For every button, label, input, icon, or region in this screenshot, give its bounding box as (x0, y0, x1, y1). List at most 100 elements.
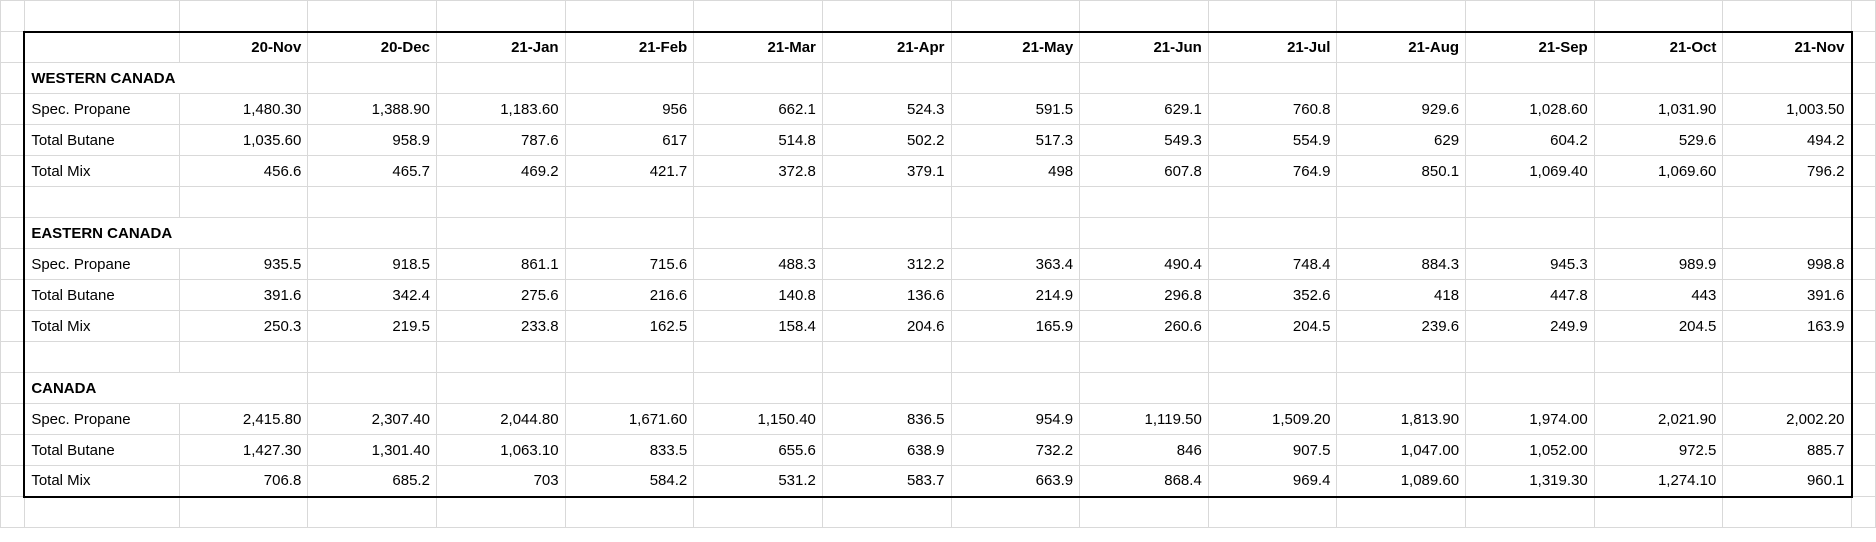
data-cell: 158.4 (694, 311, 823, 342)
col-header: 20-Nov (179, 32, 308, 63)
row-label: Spec. Propane (24, 404, 179, 435)
data-cell: 502.2 (822, 125, 951, 156)
data-cell: 715.6 (565, 249, 694, 280)
data-cell: 162.5 (565, 311, 694, 342)
data-cell: 861.1 (436, 249, 565, 280)
data-cell: 868.4 (1080, 466, 1209, 497)
col-header: 20-Dec (308, 32, 437, 63)
row-label: Spec. Propane (24, 94, 179, 125)
data-cell: 958.9 (308, 125, 437, 156)
data-cell: 764.9 (1208, 156, 1337, 187)
data-cell: 250.3 (179, 311, 308, 342)
data-cell: 1,301.40 (308, 435, 437, 466)
col-header: 21-Apr (822, 32, 951, 63)
row-label: Total Mix (24, 466, 179, 497)
header-row: 20-Nov20-Dec21-Jan21-Feb21-Mar21-Apr21-M… (1, 32, 1876, 63)
data-cell: 836.5 (822, 404, 951, 435)
table-row: Total Mix250.3219.5233.8162.5158.4204.61… (1, 311, 1876, 342)
data-cell: 1,183.60 (436, 94, 565, 125)
data-cell: 760.8 (1208, 94, 1337, 125)
data-cell: 1,028.60 (1466, 94, 1595, 125)
data-cell: 732.2 (951, 435, 1080, 466)
data-cell: 391.6 (179, 280, 308, 311)
data-cell: 418 (1337, 280, 1466, 311)
data-cell: 954.9 (951, 404, 1080, 435)
data-cell: 140.8 (694, 280, 823, 311)
col-header: 21-Jun (1080, 32, 1209, 63)
data-cell: 163.9 (1723, 311, 1852, 342)
data-cell: 517.3 (951, 125, 1080, 156)
data-cell: 2,415.80 (179, 404, 308, 435)
data-cell: 1,089.60 (1337, 466, 1466, 497)
data-cell: 833.5 (565, 435, 694, 466)
data-cell: 529.6 (1594, 125, 1723, 156)
data-cell: 617 (565, 125, 694, 156)
data-cell: 342.4 (308, 280, 437, 311)
data-cell: 884.3 (1337, 249, 1466, 280)
section-title: CANADA (24, 373, 308, 404)
table-row: Total Butane1,427.301,301.401,063.10833.… (1, 435, 1876, 466)
data-cell: 703 (436, 466, 565, 497)
data-cell: 391.6 (1723, 280, 1852, 311)
col-header: 21-Sep (1466, 32, 1595, 63)
data-cell: 960.1 (1723, 466, 1852, 497)
data-cell: 447.8 (1466, 280, 1595, 311)
table-row: Total Butane1,035.60958.9787.6617514.850… (1, 125, 1876, 156)
data-cell: 363.4 (951, 249, 1080, 280)
col-header: 21-Feb (565, 32, 694, 63)
data-cell: 421.7 (565, 156, 694, 187)
data-cell: 214.9 (951, 280, 1080, 311)
data-cell: 998.8 (1723, 249, 1852, 280)
data-cell: 524.3 (822, 94, 951, 125)
data-cell: 607.8 (1080, 156, 1209, 187)
data-cell: 2,044.80 (436, 404, 565, 435)
data-cell: 260.6 (1080, 311, 1209, 342)
data-cell: 655.6 (694, 435, 823, 466)
col-header: 21-Jan (436, 32, 565, 63)
data-cell: 1,974.00 (1466, 404, 1595, 435)
data-cell: 1,003.50 (1723, 94, 1852, 125)
table-row: Spec. Propane1,480.301,388.901,183.60956… (1, 94, 1876, 125)
data-cell: 498 (951, 156, 1080, 187)
data-cell: 275.6 (436, 280, 565, 311)
data-cell: 490.4 (1080, 249, 1209, 280)
data-cell: 494.2 (1723, 125, 1852, 156)
data-cell: 1,388.90 (308, 94, 437, 125)
data-cell: 296.8 (1080, 280, 1209, 311)
table-row: Spec. Propane2,415.802,307.402,044.801,6… (1, 404, 1876, 435)
data-cell: 1,052.00 (1466, 435, 1595, 466)
data-cell: 1,150.40 (694, 404, 823, 435)
col-header: 21-May (951, 32, 1080, 63)
data-cell: 748.4 (1208, 249, 1337, 280)
data-cell: 488.3 (694, 249, 823, 280)
data-cell: 1,031.90 (1594, 94, 1723, 125)
data-cell: 945.3 (1466, 249, 1595, 280)
data-cell: 233.8 (436, 311, 565, 342)
table-row: Total Butane391.6342.4275.6216.6140.8136… (1, 280, 1876, 311)
data-cell: 456.6 (179, 156, 308, 187)
data-cell: 2,002.20 (1723, 404, 1852, 435)
data-cell: 1,480.30 (179, 94, 308, 125)
data-cell: 1,119.50 (1080, 404, 1209, 435)
col-header: 21-Jul (1208, 32, 1337, 63)
data-cell: 465.7 (308, 156, 437, 187)
data-cell: 554.9 (1208, 125, 1337, 156)
data-cell: 796.2 (1723, 156, 1852, 187)
data-cell: 249.9 (1466, 311, 1595, 342)
data-cell: 1,063.10 (436, 435, 565, 466)
data-cell: 469.2 (436, 156, 565, 187)
section-title: EASTERN CANADA (24, 218, 308, 249)
col-header: 21-Oct (1594, 32, 1723, 63)
data-cell: 1,671.60 (565, 404, 694, 435)
data-cell: 2,021.90 (1594, 404, 1723, 435)
data-cell: 885.7 (1723, 435, 1852, 466)
row-label: Total Butane (24, 280, 179, 311)
data-cell: 584.2 (565, 466, 694, 497)
table-row: Total Mix456.6465.7469.2421.7372.8379.14… (1, 156, 1876, 187)
data-cell: 918.5 (308, 249, 437, 280)
data-cell: 1,069.40 (1466, 156, 1595, 187)
data-cell: 531.2 (694, 466, 823, 497)
data-cell: 204.5 (1594, 311, 1723, 342)
data-cell: 935.5 (179, 249, 308, 280)
data-cell: 549.3 (1080, 125, 1209, 156)
